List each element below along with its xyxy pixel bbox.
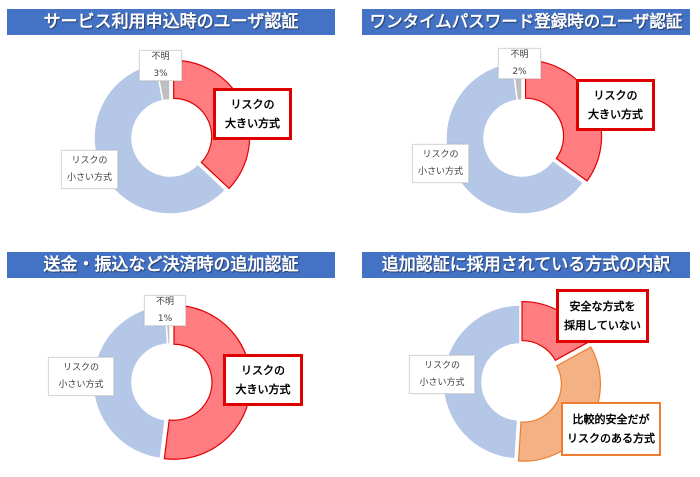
label-not-safe-method: 安全な方式を 採用していない [556,289,649,343]
chart-title: 送金・振込など決済時の追加認証 [7,252,335,278]
label-low-risk: リスクの 小さい方式 [48,357,114,396]
label-unknown: 不明 1% [144,295,186,326]
donut-segment [163,304,252,460]
donut-chart [92,304,252,460]
label-high-risk: リスクの 大きい方式 [213,88,292,140]
label-high-risk: リスクの 大きい方式 [223,354,303,406]
chart-panel-payment-additional-auth: 送金・振込など決済時の追加認証 不明 1% リスクの 大きい方式 リスクの 小さ… [0,238,350,476]
chart-panel-otp-registration-auth: ワンタイムパスワード登録時のユーザ認証 不明 2% リスクの 大きい方式 リスク… [350,0,700,238]
chart-title: サービス利用申込時のユーザ認証 [7,9,335,35]
donut-chart [442,300,601,462]
chart-panel-additional-auth-breakdown: 追加認証に採用されている方式の内訳 安全な方式を 採用していない 比較的安全だが… [350,238,700,476]
label-low-risk: リスクの 小さい方式 [412,144,469,183]
donut-segment [442,304,521,460]
label-relatively-safe-method: 比較的安全だが リスクのある方式 [561,402,661,456]
label-unknown: 不明 3% [139,50,182,81]
chart-title: ワンタイムパスワード登録時のユーザ認証 [362,9,690,35]
donut-segment [93,62,227,215]
chart-panel-signup-auth: サービス利用申込時のユーザ認証 不明 3% リスクの 大きい方式 リスクの 小さ… [0,0,350,238]
label-low-risk: リスクの 小さい方式 [409,355,475,394]
donut-chart [93,59,251,215]
label-low-risk: リスクの 小さい方式 [61,150,118,189]
label-unknown: 不明 2% [498,48,541,79]
chart-title: 追加認証に採用されている方式の内訳 [362,252,690,278]
donut-segment [445,61,585,215]
label-high-risk: リスクの 大きい方式 [576,79,655,131]
